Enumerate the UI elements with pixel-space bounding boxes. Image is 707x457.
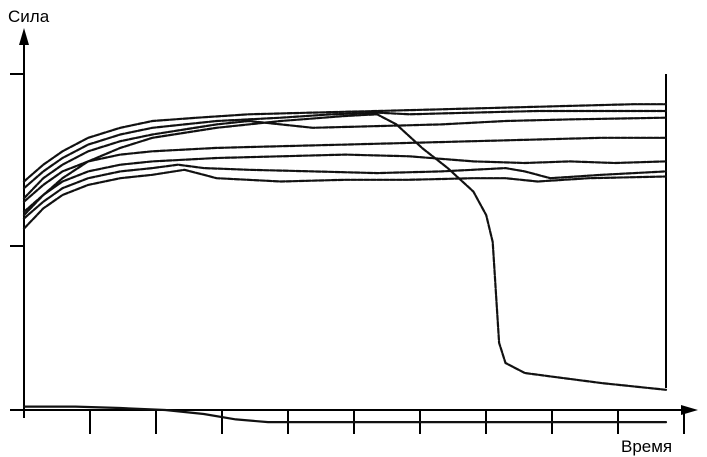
series-line-8 xyxy=(22,113,668,391)
plot-area xyxy=(22,103,668,424)
axes: Сила Время xyxy=(8,7,698,456)
series-line-7 xyxy=(22,168,668,230)
series-line-5 xyxy=(22,153,668,213)
x-axis-arrow xyxy=(681,405,698,415)
series-line-2 xyxy=(22,109,668,190)
series-line-1 xyxy=(22,103,668,183)
y-axis-arrow xyxy=(19,28,29,45)
y-axis-label: Сила xyxy=(8,7,50,26)
x-axis-label: Время xyxy=(621,437,672,456)
series-line-6 xyxy=(22,163,668,220)
series-line-9 xyxy=(22,405,668,424)
series-line-4 xyxy=(22,136,668,203)
series-line-3 xyxy=(22,116,668,200)
